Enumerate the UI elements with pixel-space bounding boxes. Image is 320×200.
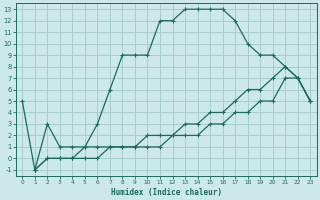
X-axis label: Humidex (Indice chaleur): Humidex (Indice chaleur)	[111, 188, 222, 197]
